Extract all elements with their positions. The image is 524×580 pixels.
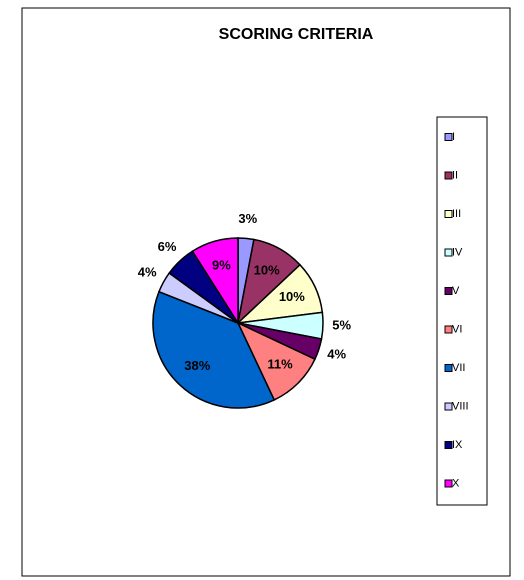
legend-label: IV [452,246,463,258]
legend-label: VIII [452,400,469,412]
legend-label: IX [452,439,463,451]
pie-slice [152,290,276,409]
legend-swatch [444,171,453,180]
legend-swatch [444,133,453,141]
data-label: 6% [158,239,177,254]
data-label: 9% [212,257,231,272]
legend-swatch [444,402,453,411]
legend-swatch [444,248,453,257]
data-label: 4% [138,264,157,279]
data-label: 11% [267,357,293,372]
data-label: 4% [327,346,346,361]
legend-label: VII [452,362,465,374]
legend-label: II [452,169,458,181]
pie-slice [191,237,239,326]
legend-swatch [444,287,453,295]
legend-label: VI [452,323,462,335]
legend-box [436,116,488,506]
data-label: 10% [279,289,305,304]
legend-swatch [444,325,453,334]
data-label: 38% [184,358,210,373]
legend-label: X [452,477,460,489]
data-label: 10% [254,262,280,277]
legend-swatch [444,210,453,218]
legend-swatch [444,479,453,488]
data-label: 5% [332,318,351,333]
legend-swatch [444,441,453,449]
chart-title: SCORING CRITERIA [219,26,374,43]
legend-swatch [444,364,453,372]
legend-label: I [452,131,455,143]
data-label: 3% [238,211,257,226]
legend-label: III [452,208,461,220]
legend-label: V [452,285,460,297]
